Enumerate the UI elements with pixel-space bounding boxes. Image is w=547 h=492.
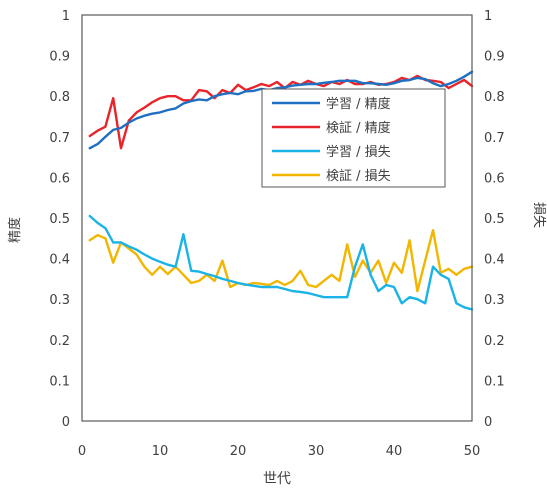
left-axis-tick-label: 0.1	[49, 374, 70, 389]
left-axis-tick-label: 0	[62, 415, 70, 430]
right-axis-tick-label: 0.9	[484, 50, 505, 65]
series-line	[88, 228, 474, 293]
x-axis-tick-label: 30	[308, 444, 325, 459]
right-axis-tick-label: 0.3	[484, 293, 505, 308]
right-axis-tick-label: 0.4	[484, 253, 505, 268]
series-line	[88, 70, 474, 150]
legend-label: 学習 / 精度	[326, 96, 391, 112]
legend-label: 検証 / 損失	[326, 169, 391, 184]
series-line	[88, 214, 474, 311]
plot-frame	[81, 14, 473, 422]
left-axis-label: 精度	[7, 217, 23, 243]
left-axis-tick-label: 0.5	[49, 212, 70, 227]
left-axis-tick-label: 0.6	[49, 171, 70, 186]
legend-label: 検証 / 精度	[326, 120, 391, 136]
x-axis-tick-label: 50	[464, 444, 481, 459]
right-axis-tick-label: 0.7	[484, 131, 505, 146]
x-axis-label: 世代	[263, 471, 291, 487]
left-axis-tick-label: 0.7	[49, 131, 70, 146]
left-axis-tick-label: 0.9	[49, 50, 70, 65]
x-axis-tick-labels: 0 10 20 30 40 50	[78, 444, 480, 459]
left-axis-tick-label: 0.8	[49, 90, 70, 105]
right-axis-tick-label: 0.2	[484, 334, 505, 349]
left-axis-tick-label: 0.2	[49, 334, 70, 349]
right-axis-tick-label: 0.1	[484, 374, 505, 389]
x-axis-tick-label: 0	[78, 444, 86, 459]
x-axis-tick-label: 10	[152, 444, 169, 459]
x-axis-tick-label: 40	[386, 444, 403, 459]
right-axis-tick-label: 0.6	[484, 171, 505, 186]
left-axis-tick-label: 0.4	[49, 253, 70, 268]
right-axis-label: 損失	[531, 202, 546, 228]
legend-box	[261, 88, 446, 188]
x-axis-tick-label: 20	[230, 444, 247, 459]
right-axis-tick-label: 0	[484, 415, 492, 430]
right-axis-tick-label: 1	[484, 9, 492, 24]
right-axis-tick-labels: 0 0.1 0.2 0.3 0.4 0.5 0.6 0.7 0.8 0.9 1	[484, 9, 505, 430]
right-axis-tick-label: 0.8	[484, 90, 505, 105]
right-axis-tick-label: 0.5	[484, 212, 505, 227]
left-axis-tick-label: 0.3	[49, 293, 70, 308]
legend-label: 学習 / 損失	[326, 144, 391, 160]
series-lines	[88, 70, 474, 311]
left-axis-tick-labels: 0 0.1 0.2 0.3 0.4 0.5 0.6 0.7 0.8 0.9 1	[49, 9, 70, 430]
left-axis-tick-label: 1	[62, 9, 70, 24]
